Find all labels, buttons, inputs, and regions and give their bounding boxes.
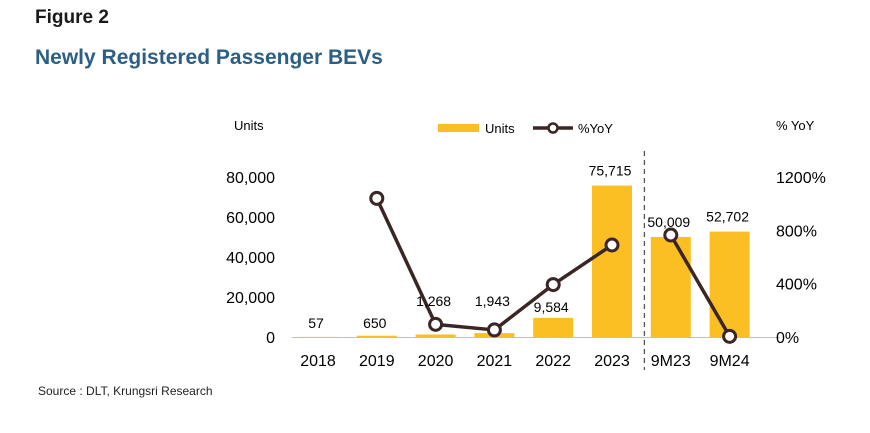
x-tick-2020: 2020 <box>418 353 454 370</box>
bar-2022 <box>533 317 574 337</box>
legend-marker-yoy <box>547 122 559 134</box>
bar-2023 <box>592 185 632 337</box>
left-tick-4: 80,000 <box>226 170 275 187</box>
bar-label-2023: 75,715 <box>589 163 632 179</box>
chart-title: Newly Registered Passenger BEVs <box>35 46 383 69</box>
right-tick-2: 800% <box>776 223 817 240</box>
bar-label-2020: 1,268 <box>416 293 451 309</box>
left-axis-title: Units <box>234 118 264 133</box>
right-axis-title: % YoY <box>776 118 815 133</box>
right-tick-1: 400% <box>776 277 817 294</box>
yoy-point-9m23 <box>663 227 679 243</box>
bar-2020 <box>415 334 456 337</box>
legend-label-yoy: %YoY <box>578 121 613 136</box>
x-tick-9m24: 9M24 <box>710 353 750 370</box>
bar-label-9m23: 50,009 <box>647 214 690 230</box>
yoy-point-2021 <box>486 322 502 338</box>
yoy-point-2019 <box>369 190 385 206</box>
figure-label: Figure 2 <box>35 7 109 28</box>
bar-label-2019: 650 <box>363 315 387 331</box>
yoy-line-2 <box>669 234 732 338</box>
chart-source: Source : DLT, Krungsri Research <box>38 384 213 398</box>
bar-label-2022: 9,584 <box>534 299 569 315</box>
x-tick-2022: 2022 <box>535 353 571 370</box>
left-tick-2: 40,000 <box>226 250 275 267</box>
x-tick-2018: 2018 <box>300 353 336 370</box>
x-tick-2023: 2023 <box>594 353 630 370</box>
x-tick-2019: 2019 <box>359 353 395 370</box>
bar-label-2018: 57 <box>308 315 324 331</box>
yoy-line-1 <box>375 197 613 332</box>
right-tick-3: 1200% <box>776 170 826 187</box>
legend-swatch-units <box>438 124 479 132</box>
bar-2019 <box>356 335 397 337</box>
left-tick-3: 60,000 <box>226 210 275 227</box>
yoy-point-9m24 <box>722 328 738 344</box>
legend-label-units: Units <box>485 121 515 136</box>
left-tick-0: 0 <box>266 330 275 347</box>
yoy-point-2022 <box>545 277 561 293</box>
yoy-point-2023 <box>604 237 620 253</box>
left-tick-1: 20,000 <box>226 290 275 307</box>
x-tick-9m23: 9M23 <box>651 353 691 370</box>
bar-9m24 <box>709 231 750 337</box>
bar-label-2021: 1,943 <box>475 293 510 309</box>
bar-9m23 <box>650 236 691 337</box>
right-tick-0: 0% <box>776 330 799 347</box>
x-tick-2021: 2021 <box>477 353 513 370</box>
yoy-point-2020 <box>428 316 444 332</box>
bar-label-9m24: 52,702 <box>706 209 749 225</box>
